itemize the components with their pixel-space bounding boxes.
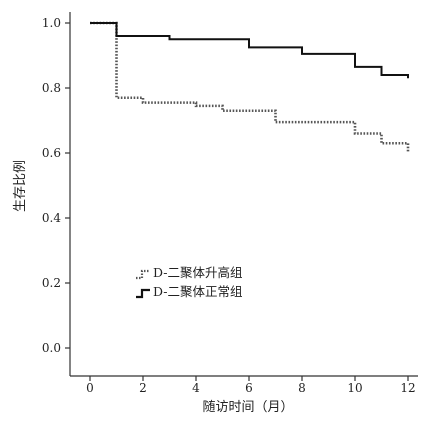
series-line-normal [90, 22, 409, 79]
y-tick-label: 0.4 [42, 211, 61, 225]
legend-swatch-normal [136, 288, 150, 299]
y-tick-label: 0.2 [42, 276, 61, 290]
x-tick-label: 4 [192, 381, 200, 395]
y-tick-label: 0.0 [42, 341, 61, 355]
x-axis-title: 随访时间（月） [202, 400, 293, 415]
legend-swatch-elevated [136, 269, 150, 280]
legend: D-二聚体升高组 D-二聚体正常组 [136, 265, 242, 299]
axes: 0.0 0.2 0.4 0.6 0.8 1.0 0 2 4 6 8 10 12 [42, 12, 418, 395]
x-tick-label: 8 [298, 381, 306, 395]
series-group [90, 21, 410, 152]
legend-label-normal: D-二聚体正常组 [153, 284, 242, 299]
x-tick-label: 10 [347, 381, 362, 395]
x-tick-label: 2 [139, 381, 147, 395]
y-tick-label: 0.8 [42, 81, 61, 95]
y-tick-label: 0.6 [42, 146, 61, 160]
x-tick-label: 6 [245, 381, 253, 395]
x-tick-label: 0 [86, 381, 94, 395]
legend-label-elevated: D-二聚体升高组 [153, 265, 242, 280]
y-axis-title: 生存比例 [13, 160, 28, 212]
series-line-elevated [90, 21, 410, 152]
y-tick-label: 1.0 [42, 16, 61, 30]
x-tick-label: 12 [400, 381, 415, 395]
